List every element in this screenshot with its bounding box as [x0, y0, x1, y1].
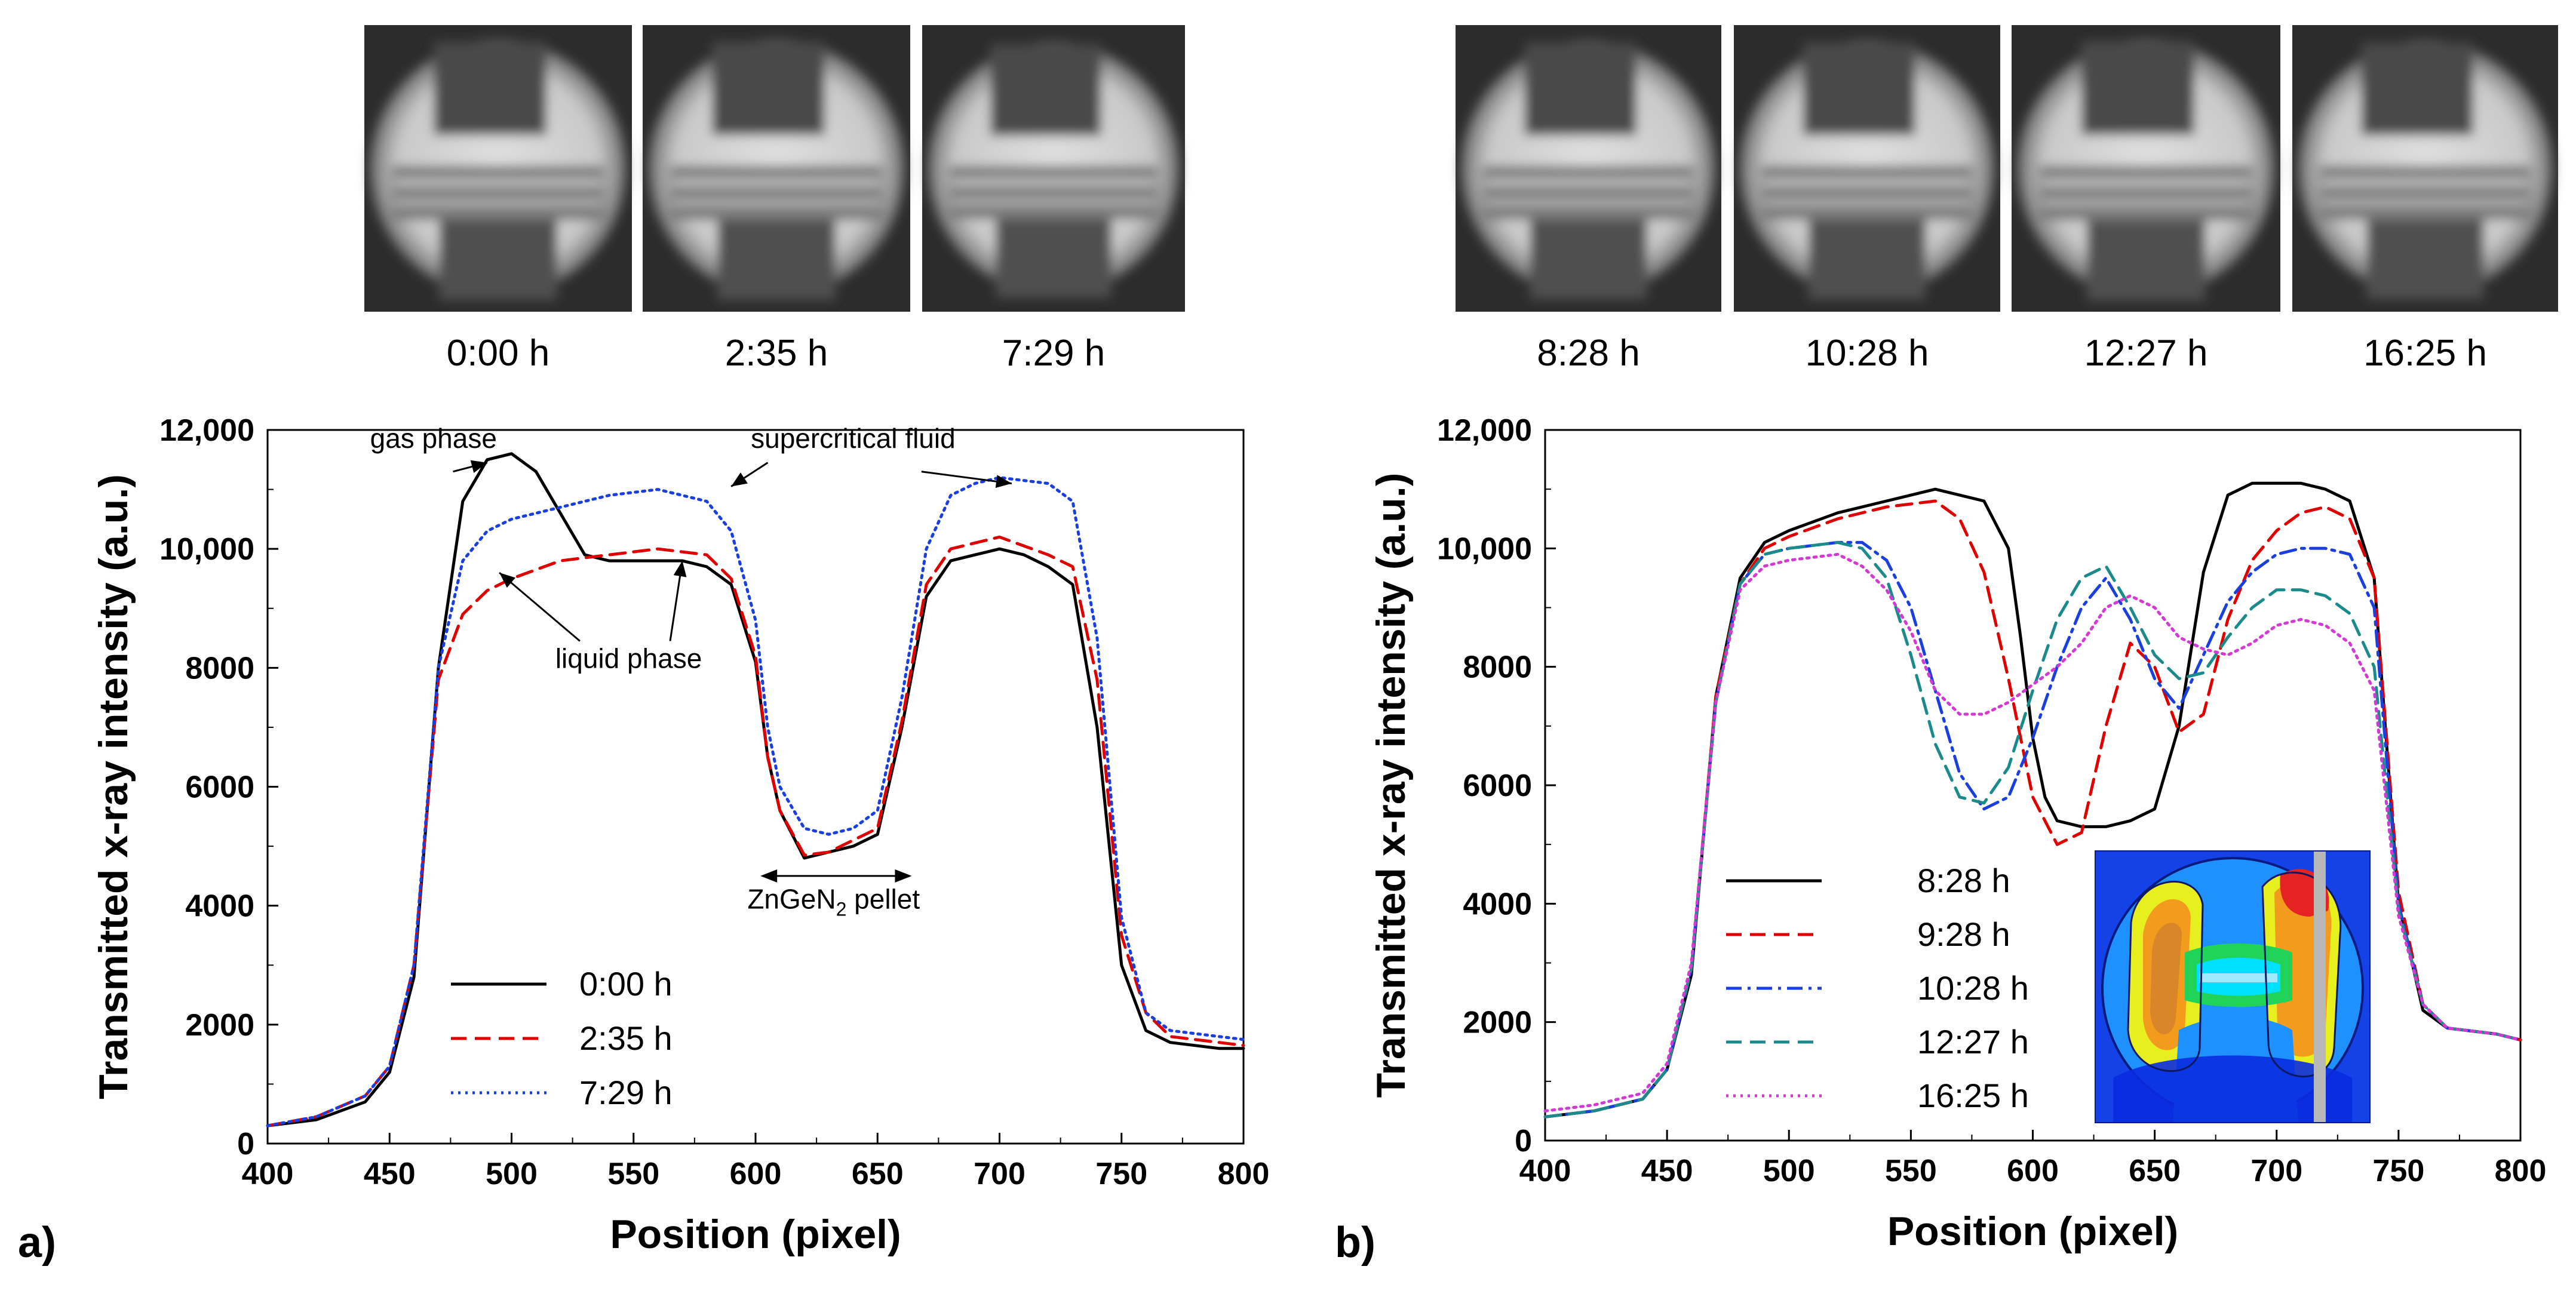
y-tick-label: 4000: [185, 889, 254, 924]
x-tick-label: 600: [2007, 1154, 2059, 1188]
photo-time-label: 12:27 h: [2084, 333, 2208, 374]
annotation-arrow: [499, 571, 581, 642]
annotation-liquid-phase: liquid phase: [555, 643, 702, 674]
x-tick-label: 650: [2129, 1154, 2181, 1188]
x-tick-label: 450: [1641, 1154, 1693, 1188]
y-tick-label: 12,000: [1437, 413, 1532, 448]
x-tick-label: 400: [242, 1157, 294, 1191]
y-tick-label: 10,000: [1437, 531, 1532, 566]
x-tick-label: 700: [974, 1157, 1026, 1191]
x-tick-label: 650: [852, 1157, 904, 1191]
y-tick-label: 2000: [1463, 1006, 1532, 1040]
y-axis-label: Transmitted x-ray intensity (a.u.): [1368, 473, 1414, 1098]
series-line: [266, 452, 1245, 1127]
annotation-arrowhead: [995, 475, 1012, 488]
y-tick-label: 6000: [185, 770, 254, 805]
photo-time-label: 7:29 h: [1002, 333, 1105, 374]
x-tick-label: 800: [1218, 1157, 1270, 1191]
legend-label: 7:29 h: [579, 1074, 673, 1111]
radiograph-photo: 16:25 h: [2292, 25, 2558, 374]
x-tick-label: 600: [730, 1157, 782, 1191]
chart-b: 400 450 500 550 600 650 700 750 8000200040006000…: [1368, 413, 2546, 1254]
photo-time-label: 16:25 h: [2363, 333, 2487, 374]
legend-label: 2:35 h: [579, 1019, 673, 1057]
legend-label: 12:27 h: [1917, 1023, 2029, 1061]
panel-a: 0:00 h 2:35 h 7:29 h 400 450 500 550 600 650 700…: [18, 25, 1269, 1267]
radiograph-photo: 10:28 h: [1734, 25, 2000, 374]
panel-b: 8:28 h 10:28 h 12:27 h 16:25 h 400 450 500 550…: [1335, 25, 2558, 1267]
x-tick-label: 500: [1763, 1154, 1815, 1188]
y-tick-label: 0: [237, 1127, 254, 1161]
y-axis-label: Transmitted x-ray intensity (a.u.): [91, 474, 136, 1099]
annotation-supercritical: supercritical fluid: [751, 423, 956, 454]
x-tick-label: 550: [1885, 1154, 1937, 1188]
x-tick-label: 750: [2372, 1154, 2424, 1188]
inset-slice-marker: [2314, 851, 2326, 1123]
photo-strip-a: 0:00 h 2:35 h 7:29 h: [364, 25, 1185, 374]
legend-label: 10:28 h: [1917, 969, 2029, 1007]
x-tick-label: 450: [364, 1157, 416, 1191]
x-tick-label: 550: [607, 1157, 659, 1191]
x-tick-label: 800: [2495, 1154, 2547, 1188]
y-tick-label: 0: [1515, 1124, 1532, 1158]
y-tick-label: 8000: [1463, 650, 1532, 685]
photo-time-label: 2:35 h: [725, 333, 828, 374]
annotation-arrowhead: [895, 869, 912, 883]
legend: 8:28 h 9:28 h 10:28 h 12:27 h 16:25 h: [1726, 862, 2029, 1114]
annotation-arrowhead: [673, 561, 687, 577]
y-tick-label: 6000: [1463, 769, 1532, 803]
photo-strip-b: 8:28 h 10:28 h 12:27 h 16:25 h: [1456, 25, 2558, 374]
x-tick-label: 750: [1095, 1157, 1147, 1191]
panel-label-a: a): [18, 1219, 56, 1267]
series-line: [1543, 540, 2522, 1118]
y-tick-label: 2000: [185, 1008, 254, 1043]
legend: 0:00 h 2:35 h 7:29 h: [451, 965, 673, 1111]
radiograph-photo: 0:00 h: [364, 25, 632, 374]
inset-colormap: [2095, 850, 2371, 1123]
plot-frame: [1544, 429, 2522, 1142]
panel-label-b: b): [1335, 1219, 1375, 1267]
series-line: [1543, 540, 2522, 1118]
annotation-arrowhead: [731, 472, 748, 487]
photo-time-label: 10:28 h: [1806, 333, 1929, 374]
annotation-gas-phase: gas phase: [370, 423, 497, 454]
annotation-pellet: ZnGeN2 pellet: [747, 884, 920, 920]
y-tick-label: 10,000: [159, 532, 254, 567]
annotation-arrowhead: [760, 869, 778, 883]
series-line: [266, 535, 1245, 1127]
x-axis-label: Position (pixel): [1887, 1209, 2178, 1254]
plot-frame: [266, 429, 1245, 1145]
legend-label: 16:25 h: [1917, 1077, 2029, 1114]
legend-label: 0:00 h: [579, 965, 673, 1003]
y-tick-label: 12,000: [159, 413, 254, 448]
radiograph-photo: 8:28 h: [1456, 25, 1721, 374]
radiograph-photo: 12:27 h: [2012, 25, 2280, 374]
photo-time-label: 8:28 h: [1537, 333, 1639, 374]
series-line: [1543, 499, 2522, 1118]
radiograph-photo: 2:35 h: [643, 25, 910, 374]
series-line: [266, 476, 1245, 1127]
annotation-arrowhead: [499, 573, 516, 588]
radiograph-photo: 7:29 h: [922, 25, 1185, 374]
x-tick-label: 700: [2250, 1154, 2302, 1188]
annotation-arrowhead: [470, 460, 487, 473]
series-line: [1543, 552, 2522, 1112]
y-tick-label: 4000: [1463, 887, 1532, 921]
legend-label: 8:28 h: [1917, 862, 2010, 899]
x-tick-label: 400: [1519, 1154, 1571, 1188]
legend-label: 9:28 h: [1917, 915, 2010, 953]
photo-time-label: 0:00 h: [447, 333, 549, 374]
x-axis-label: Position (pixel): [610, 1212, 901, 1257]
x-tick-label: 500: [486, 1157, 538, 1191]
chart-a: 400 450 500 550 600 650 700 750 8000200040006000…: [91, 413, 1269, 1257]
y-tick-label: 8000: [185, 651, 254, 686]
